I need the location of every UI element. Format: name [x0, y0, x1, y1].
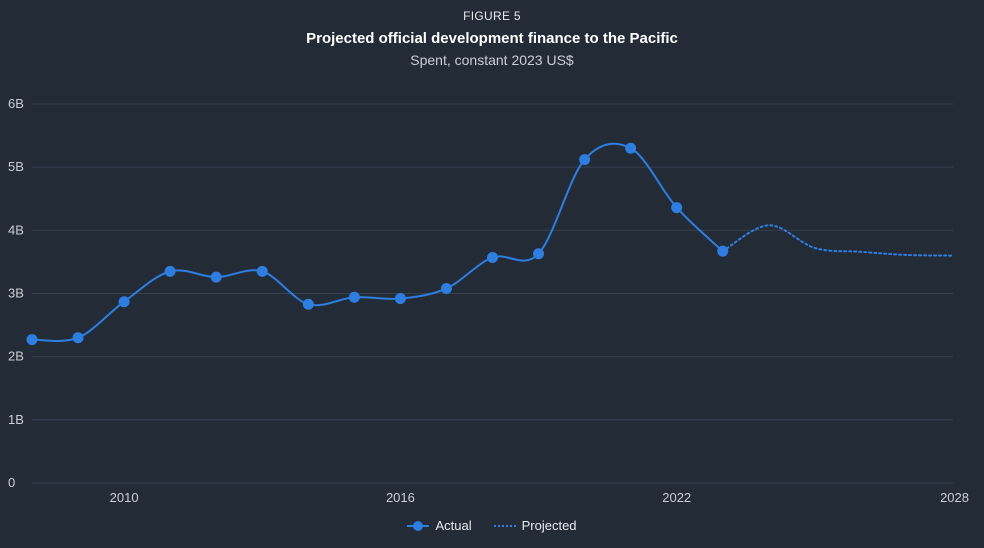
chart-title: Projected official development finance t… [306, 30, 678, 47]
data-point-actual-2014 [302, 298, 314, 310]
x-tick-label-2022: 2022 [662, 490, 691, 505]
data-point-actual-2013 [256, 265, 268, 277]
chart-subtitle: Spent, constant 2023 US$ [410, 52, 574, 68]
data-point-actual-2018 [487, 251, 498, 263]
data-point-actual-2020 [579, 154, 591, 166]
legend-label-actual: Actual [435, 518, 472, 533]
legend-swatch-actual-icon [407, 520, 430, 532]
figure-label: FIGURE 5 [463, 9, 521, 23]
data-point-actual-2009 [72, 332, 84, 344]
data-point-actual-2008 [26, 334, 38, 346]
data-point-actual-2023 [717, 245, 729, 257]
y-tick-label-4: 4B [8, 222, 24, 237]
y-tick-label-0: 0 [8, 475, 15, 490]
data-point-actual-2021 [625, 142, 637, 154]
series-line-actual [31, 142, 724, 343]
y-tick-label-6: 6B [8, 96, 24, 111]
x-tick-label-2028: 2028 [940, 490, 969, 505]
y-tick-label-2: 2B [8, 349, 24, 364]
series-line-projected [721, 224, 954, 257]
data-point-actual-2019 [533, 248, 545, 260]
x-tick-label-2016: 2016 [386, 490, 415, 505]
legend-item-actual[interactable]: Actual [407, 518, 472, 533]
data-point-actual-2017 [440, 282, 452, 294]
data-point-actual-2022 [671, 202, 683, 214]
data-point-actual-2015 [348, 291, 360, 303]
axis-labels: 0 1B 2B 3B 4B 5B 6B 2010 2016 2022 2028 [8, 96, 969, 505]
data-point-actual-2010 [118, 296, 130, 308]
y-tick-label-5: 5B [8, 159, 24, 174]
series-lines [31, 142, 954, 343]
grid-lines [32, 103, 953, 484]
y-tick-label-1: 1B [8, 412, 24, 427]
legend-swatch-projected-icon [493, 520, 516, 532]
data-markers [26, 142, 729, 346]
legend-label-projected: Projected [521, 518, 577, 533]
x-tick-label-2010: 2010 [110, 490, 139, 505]
data-point-actual-2011 [164, 265, 176, 277]
legend: Actual Projected [0, 518, 984, 533]
legend-item-projected[interactable]: Projected [493, 518, 577, 533]
y-tick-label-3: 3B [8, 286, 24, 301]
data-point-actual-2012 [210, 271, 222, 283]
data-point-actual-2016 [394, 293, 406, 305]
